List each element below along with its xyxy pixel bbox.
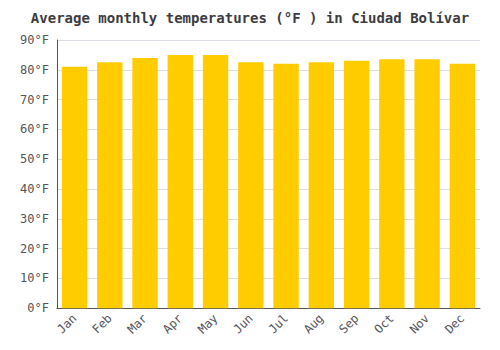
svg-text:Jun: Jun [231, 311, 256, 336]
svg-text:Mar: Mar [125, 311, 150, 336]
svg-text:Sep: Sep [336, 311, 361, 336]
svg-text:50°F: 50°F [20, 152, 49, 166]
svg-text:May: May [195, 311, 220, 336]
svg-text:10°F: 10°F [20, 271, 49, 285]
svg-text:30°F: 30°F [20, 212, 49, 226]
svg-text:Jan: Jan [54, 311, 79, 336]
svg-text:Feb: Feb [90, 311, 115, 336]
svg-text:90°F: 90°F [20, 33, 49, 47]
svg-text:Aug: Aug [301, 311, 326, 336]
svg-text:40°F: 40°F [20, 182, 49, 196]
svg-text:Apr: Apr [160, 311, 185, 336]
svg-text:Jul: Jul [266, 311, 291, 336]
svg-text:Dec: Dec [442, 311, 467, 336]
svg-text:0°F: 0°F [27, 301, 49, 315]
svg-text:20°F: 20°F [20, 242, 49, 256]
svg-text:Oct: Oct [372, 311, 397, 336]
svg-text:70°F: 70°F [20, 93, 49, 107]
svg-text:80°F: 80°F [20, 63, 49, 77]
svg-text:Average monthly temperatures (: Average monthly temperatures (°F ) in Ci… [31, 10, 469, 26]
svg-text:Nov: Nov [407, 311, 432, 336]
svg-text:60°F: 60°F [20, 122, 49, 136]
